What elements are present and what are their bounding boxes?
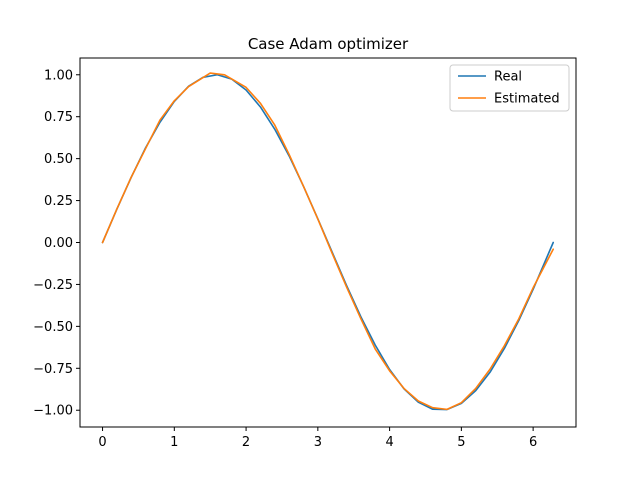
x-tick-label: 1: [170, 435, 178, 450]
y-tick-label: 1.00: [44, 68, 73, 83]
legend-label-real: Real: [494, 70, 522, 85]
y-tick-label: 0.00: [44, 236, 73, 251]
y-tick-label: −0.25: [33, 278, 73, 293]
series-line-estimated: [101, 72, 555, 411]
y-tick-label: 0.75: [44, 110, 73, 125]
x-tick-label: 3: [314, 435, 322, 450]
y-tick-label: −0.50: [33, 320, 73, 335]
legend-label-estimated: Estimated: [494, 92, 560, 107]
plot-area: 0 1 2 3 4 5 6 −1.00 −0.75 −0.50 −0.25 0.00 0.25 0.50 0…: [33, 68, 555, 450]
x-tick-label: 4: [385, 435, 393, 450]
x-tick-label: 5: [457, 435, 465, 450]
x-tick-label: 6: [529, 435, 537, 450]
x-tick-label: 2: [242, 435, 250, 450]
x-tick-label: 0: [98, 435, 106, 450]
y-tick-label: 0.25: [44, 194, 73, 209]
legend: Real Estimated: [449, 64, 570, 112]
chart-title: Case Adam optimizer: [248, 35, 409, 53]
y-tick-label: −1.00: [33, 404, 73, 419]
y-tick-label: 0.50: [44, 152, 73, 167]
axes-frame: [79, 57, 577, 428]
y-tick-label: −0.75: [33, 362, 73, 377]
